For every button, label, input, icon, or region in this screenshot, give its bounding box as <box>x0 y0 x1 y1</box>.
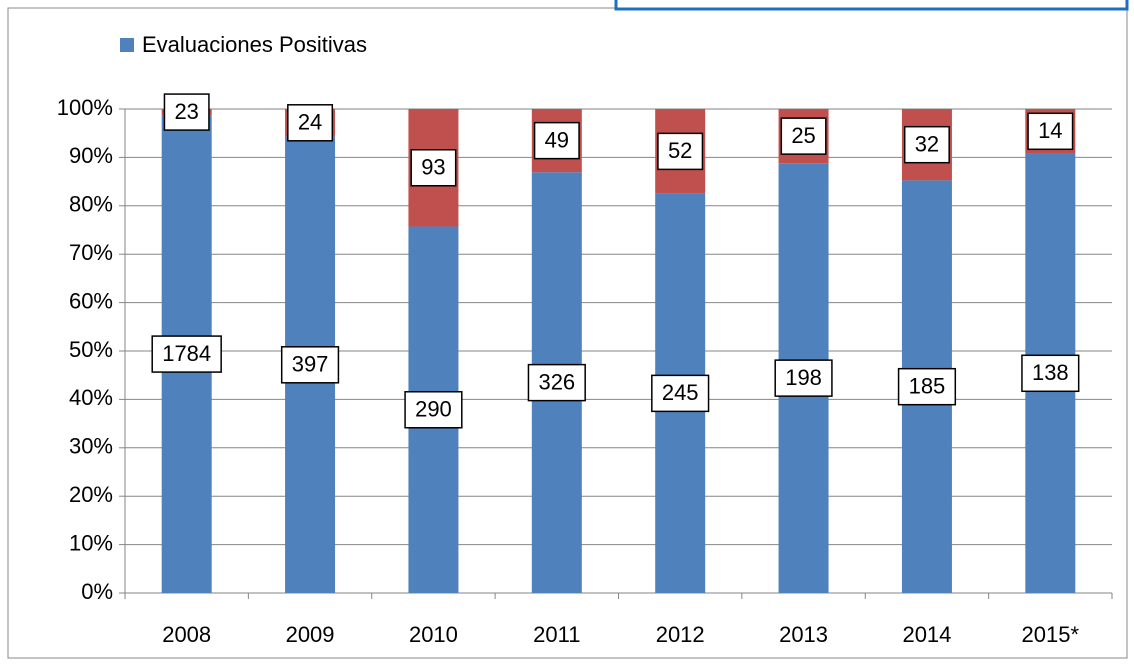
legend-swatch <box>120 38 134 52</box>
data-label-box <box>903 125 950 164</box>
data-label: 397 <box>292 352 329 377</box>
data-label-box <box>404 391 463 429</box>
x-tick-label: 2015* <box>1022 622 1080 647</box>
data-label: 185 <box>909 373 946 398</box>
data-label-box <box>1027 112 1074 151</box>
y-tick-label: 30% <box>69 434 113 459</box>
data-label: 290 <box>415 397 452 422</box>
data-label: 23 <box>174 99 198 124</box>
x-tick-label: 2008 <box>162 622 211 647</box>
y-tick-label: 0% <box>81 579 113 604</box>
data-label: 198 <box>785 365 822 390</box>
data-label: 49 <box>545 127 569 152</box>
data-label-box <box>657 132 704 171</box>
data-label-box <box>774 359 833 397</box>
data-label: 138 <box>1032 360 1069 385</box>
data-label-box <box>163 93 210 131</box>
y-tick-label: 40% <box>69 385 113 410</box>
y-tick-label: 100% <box>57 95 113 120</box>
data-label: 245 <box>662 380 699 405</box>
data-label: 32 <box>915 131 939 156</box>
legend-label: Evaluaciones Positivas <box>142 32 367 57</box>
y-tick-label: 80% <box>69 192 113 217</box>
data-label: 326 <box>538 369 575 394</box>
y-tick-label: 20% <box>69 482 113 507</box>
data-label: 24 <box>298 110 322 135</box>
data-label-box <box>151 335 222 373</box>
y-tick-label: 10% <box>69 530 113 555</box>
data-label-box <box>1021 354 1080 393</box>
x-tick-label: 2011 <box>533 622 580 647</box>
data-label: 25 <box>791 123 815 148</box>
x-tick-label: 2012 <box>656 622 705 647</box>
x-tick-label: 2014 <box>902 622 951 647</box>
data-label: 1784 <box>162 341 211 366</box>
data-label-box <box>651 374 710 413</box>
overlay-box <box>614 0 1129 11</box>
data-label-box <box>780 117 827 155</box>
y-tick-label: 90% <box>69 143 113 168</box>
data-label-box <box>280 346 340 384</box>
data-label-box <box>897 367 957 406</box>
data-label-box <box>410 149 457 187</box>
x-tick-label: 2013 <box>779 622 828 647</box>
data-label: 52 <box>668 138 692 163</box>
data-label-box <box>287 104 334 142</box>
data-label-box <box>527 363 586 402</box>
y-tick-label: 50% <box>69 337 113 362</box>
data-label: 14 <box>1038 118 1062 143</box>
data-label: 93 <box>421 155 445 180</box>
x-tick-label: 2010 <box>409 622 458 647</box>
y-tick-label: 60% <box>69 288 113 313</box>
x-tick-label: 2009 <box>286 622 335 647</box>
y-tick-label: 70% <box>69 240 113 265</box>
data-label-box <box>533 121 580 160</box>
